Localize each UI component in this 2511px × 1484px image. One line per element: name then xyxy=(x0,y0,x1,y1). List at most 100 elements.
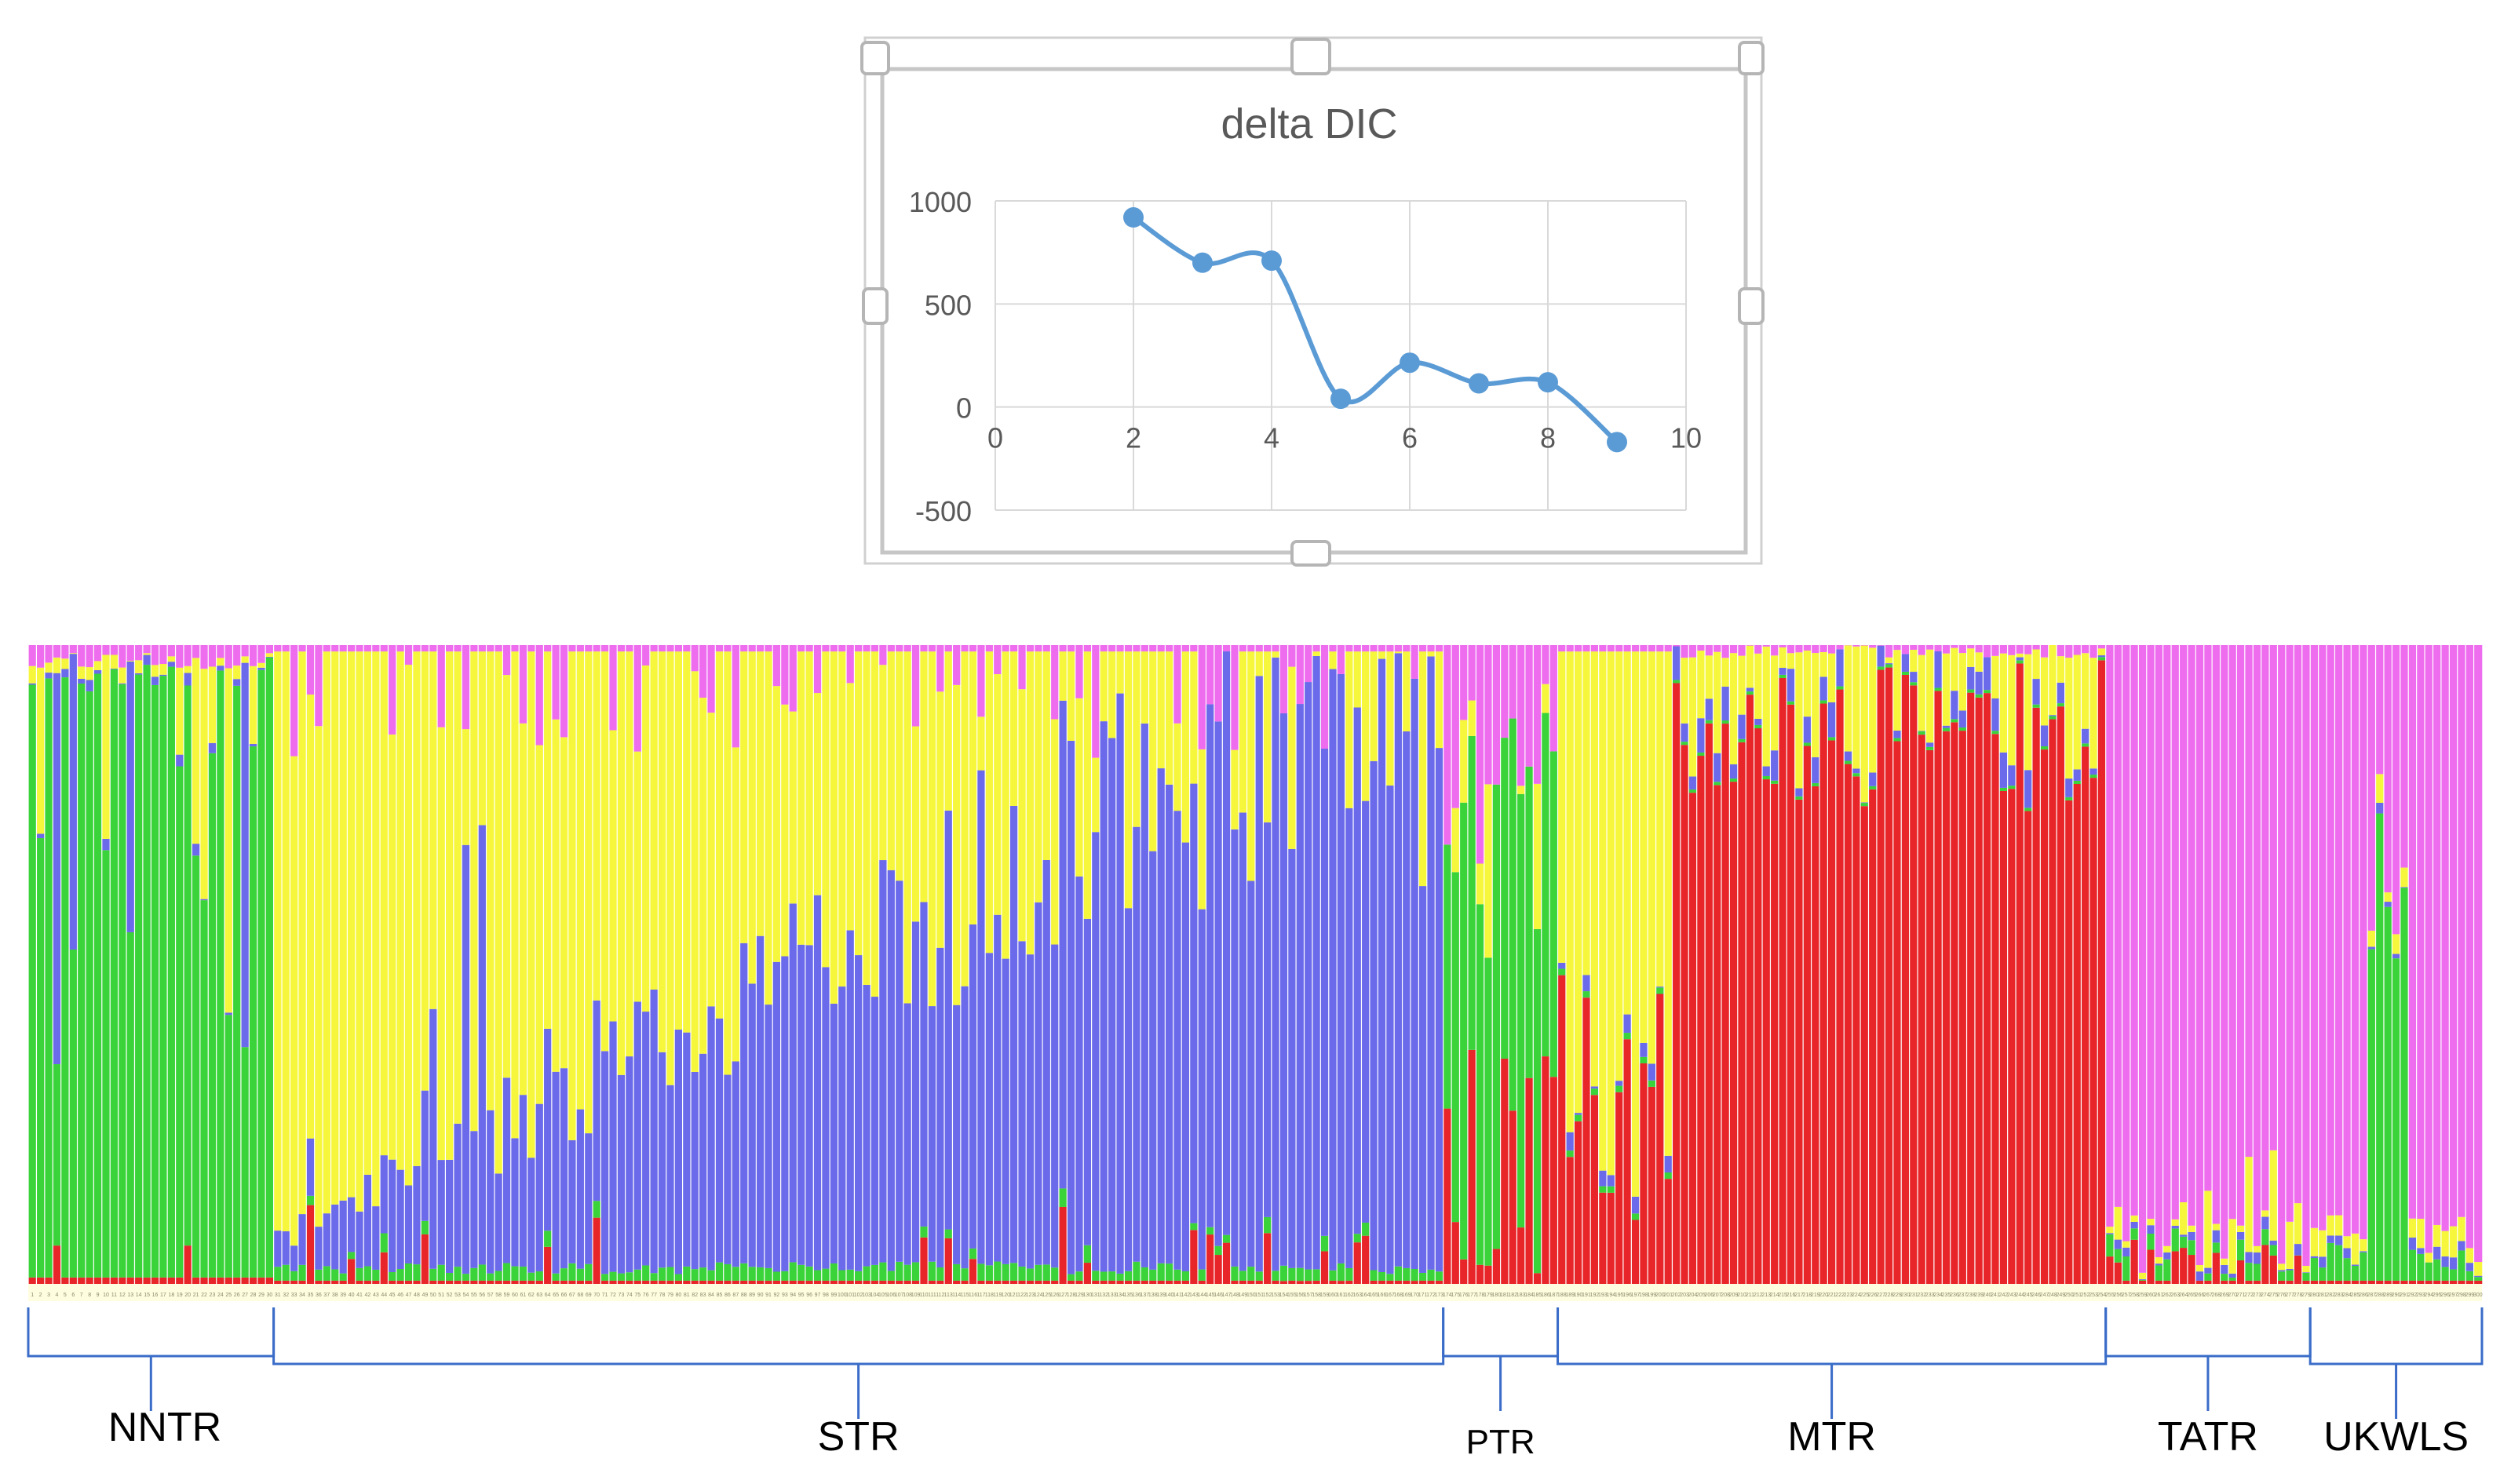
bar-segment-magenta xyxy=(1378,645,1387,652)
bar-segment-magenta xyxy=(1958,645,1967,654)
bar-segment-magenta xyxy=(437,645,446,727)
resize-handle-top[interactable] xyxy=(1290,38,1331,75)
individual-bar xyxy=(1418,645,1428,1284)
bar-segment-blue xyxy=(1156,768,1166,1263)
individual-bar xyxy=(992,645,1002,1284)
individual-bar xyxy=(461,645,470,1284)
bar-segment-red xyxy=(2301,1280,2311,1284)
bar-segment-green xyxy=(2473,1277,2483,1281)
individual-bar xyxy=(2268,645,2278,1284)
bar-segment-green xyxy=(1075,1271,1084,1281)
individual-id: 181 xyxy=(1500,1293,1509,1298)
bar-segment-green xyxy=(1124,1271,1133,1281)
bar-segment-red xyxy=(1729,782,1739,1284)
bar-segment-blue xyxy=(805,945,814,1267)
bar-segment-magenta xyxy=(1410,645,1419,679)
bar-segment-magenta xyxy=(1009,645,1019,652)
bar-segment-magenta xyxy=(1279,645,1288,713)
individual-bar xyxy=(469,645,479,1284)
bar-segment-magenta xyxy=(28,645,37,666)
bar-segment-magenta xyxy=(134,645,144,661)
bar-segment-yellow xyxy=(1328,651,1338,669)
population-label-mtr: MTR xyxy=(1787,1414,1876,1460)
bar-segment-green xyxy=(1108,1271,1117,1281)
individual-bar xyxy=(862,645,871,1284)
individual-bar xyxy=(568,645,577,1284)
individual-bar xyxy=(936,645,945,1284)
individual-id: 135 xyxy=(1124,1293,1133,1298)
bar-segment-yellow xyxy=(273,651,283,1231)
bar-segment-magenta xyxy=(1999,645,2008,654)
resize-handle-top-right[interactable] xyxy=(1738,41,1765,75)
bar-segment-green xyxy=(1222,1234,1232,1243)
bar-segment-blue xyxy=(1729,764,1739,779)
bar-segment-green xyxy=(429,1268,438,1281)
bar-segment-magenta xyxy=(2089,645,2098,658)
bar-segment-magenta xyxy=(715,645,724,652)
bar-segment-yellow xyxy=(2351,1233,2360,1265)
data-point xyxy=(1261,250,1282,272)
bar-segment-red xyxy=(1509,1110,1517,1284)
bar-segment-yellow xyxy=(1918,654,1926,731)
bar-segment-green xyxy=(1034,1264,1043,1281)
bar-segment-red xyxy=(1001,1280,1010,1284)
bar-segment-blue xyxy=(2097,655,2106,658)
individual-id: 57 xyxy=(487,1293,494,1298)
individual-bar xyxy=(1639,645,1648,1284)
bar-segment-yellow xyxy=(2064,658,2074,779)
bar-segment-blue xyxy=(658,1052,667,1268)
individual-id: 5 xyxy=(64,1293,67,1298)
individual-id: 7 xyxy=(80,1293,83,1298)
bar-segment-yellow xyxy=(510,651,520,1139)
bar-segment-green xyxy=(1083,1245,1092,1263)
admixture-bars xyxy=(27,645,2483,1284)
bar-segment-blue xyxy=(1672,646,1681,680)
resize-handle-bottom[interactable] xyxy=(1290,540,1331,567)
bar-segment-yellow xyxy=(789,711,797,904)
bar-segment-blue xyxy=(494,1173,503,1271)
bar-segment-green xyxy=(649,1273,659,1281)
bar-segment-magenta xyxy=(1189,645,1199,652)
bar-segment-blue xyxy=(1189,783,1199,1223)
bar-segment-yellow xyxy=(1050,719,1060,945)
bar-segment-magenta xyxy=(2342,645,2352,1237)
bar-segment-red xyxy=(1655,994,1665,1284)
bar-segment-blue xyxy=(1631,1196,1641,1214)
bar-segment-blue xyxy=(560,1068,569,1269)
resize-handle-top-left[interactable] xyxy=(860,41,890,75)
bar-segment-green xyxy=(1925,746,1935,750)
bar-segment-green xyxy=(1778,674,1787,678)
bar-segment-magenta xyxy=(1255,645,1264,652)
individual-id: 22 xyxy=(201,1293,207,1298)
bar-segment-green xyxy=(1337,1263,1345,1282)
bar-segment-magenta xyxy=(314,645,323,727)
individual-bar xyxy=(1107,645,1117,1284)
individual-id: 48 xyxy=(414,1293,420,1298)
bar-segment-red xyxy=(93,1277,103,1284)
bar-segment-magenta xyxy=(388,645,397,735)
resize-handle-right[interactable] xyxy=(1738,287,1765,325)
bar-segment-red xyxy=(1737,742,1746,1284)
individual-bar xyxy=(747,645,757,1284)
bar-segment-green xyxy=(1966,689,1976,693)
individual-id: 25 xyxy=(225,1293,232,1298)
individual-id: 226 xyxy=(1868,1293,1878,1298)
bar-segment-blue xyxy=(2285,1268,2294,1271)
bar-segment-green xyxy=(2236,1239,2246,1261)
bar-segment-magenta xyxy=(1271,645,1280,652)
bar-segment-green xyxy=(903,1264,912,1281)
bar-segment-red xyxy=(747,1280,757,1284)
bar-segment-blue xyxy=(1271,657,1280,1271)
bar-segment-red xyxy=(2195,1280,2205,1284)
individual-id: 100 xyxy=(838,1293,847,1298)
bar-segment-magenta xyxy=(192,645,201,658)
bar-segment-red xyxy=(1337,1281,1345,1284)
bar-segment-blue xyxy=(1648,1063,1656,1081)
resize-handle-left[interactable] xyxy=(862,287,889,325)
individual-id: 124 xyxy=(1034,1293,1043,1298)
individual-id: 137 xyxy=(1140,1293,1149,1298)
bar-segment-green xyxy=(2203,1273,2213,1281)
bar-segment-yellow xyxy=(1067,651,1076,741)
bar-segment-blue xyxy=(44,673,53,679)
bar-segment-red xyxy=(1983,693,1992,1284)
